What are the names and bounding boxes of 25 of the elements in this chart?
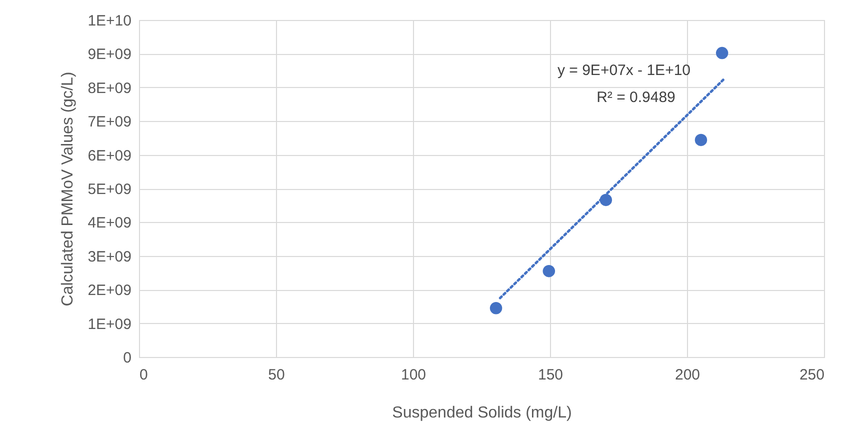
- point: [694, 134, 708, 146]
- point: [716, 46, 728, 60]
- y-tick-label: 4E+09: [88, 214, 132, 232]
- x-tick-label: 0: [140, 366, 148, 384]
- x-tick-label: 150: [538, 366, 564, 384]
- y-tick-label: 6E+09: [88, 147, 132, 164]
- y-tick-label: 0: [123, 350, 132, 366]
- y-tick-label: 5E+09: [88, 181, 132, 198]
- point: [490, 302, 502, 314]
- y-tick-label: 7E+09: [88, 114, 132, 131]
- y-tick-label: 9E+09: [88, 46, 132, 64]
- x-axis-title: Suspended Solids (mg/L): [392, 404, 572, 422]
- annotation: y = 9E+07x - 1E+10: [557, 62, 691, 79]
- y-tick-label: 8E+09: [88, 80, 132, 97]
- y-tick-label: 3E+09: [88, 248, 132, 266]
- x-tick-label: 50: [268, 366, 285, 384]
- x-tick-label: 100: [400, 366, 426, 384]
- x-tick-label: 250: [799, 366, 824, 384]
- y-axis-title: Calculated PMMoV Values (gc/L): [60, 72, 77, 306]
- y-tick-label: 2E+09: [88, 282, 132, 300]
- y-tick-label: 1E+10: [88, 12, 132, 30]
- x-tick-label: 200: [674, 366, 700, 384]
- y-tick-label: 1E+09: [88, 316, 132, 333]
- annotation: R² = 0.9489: [596, 89, 676, 106]
- point: [542, 264, 556, 278]
